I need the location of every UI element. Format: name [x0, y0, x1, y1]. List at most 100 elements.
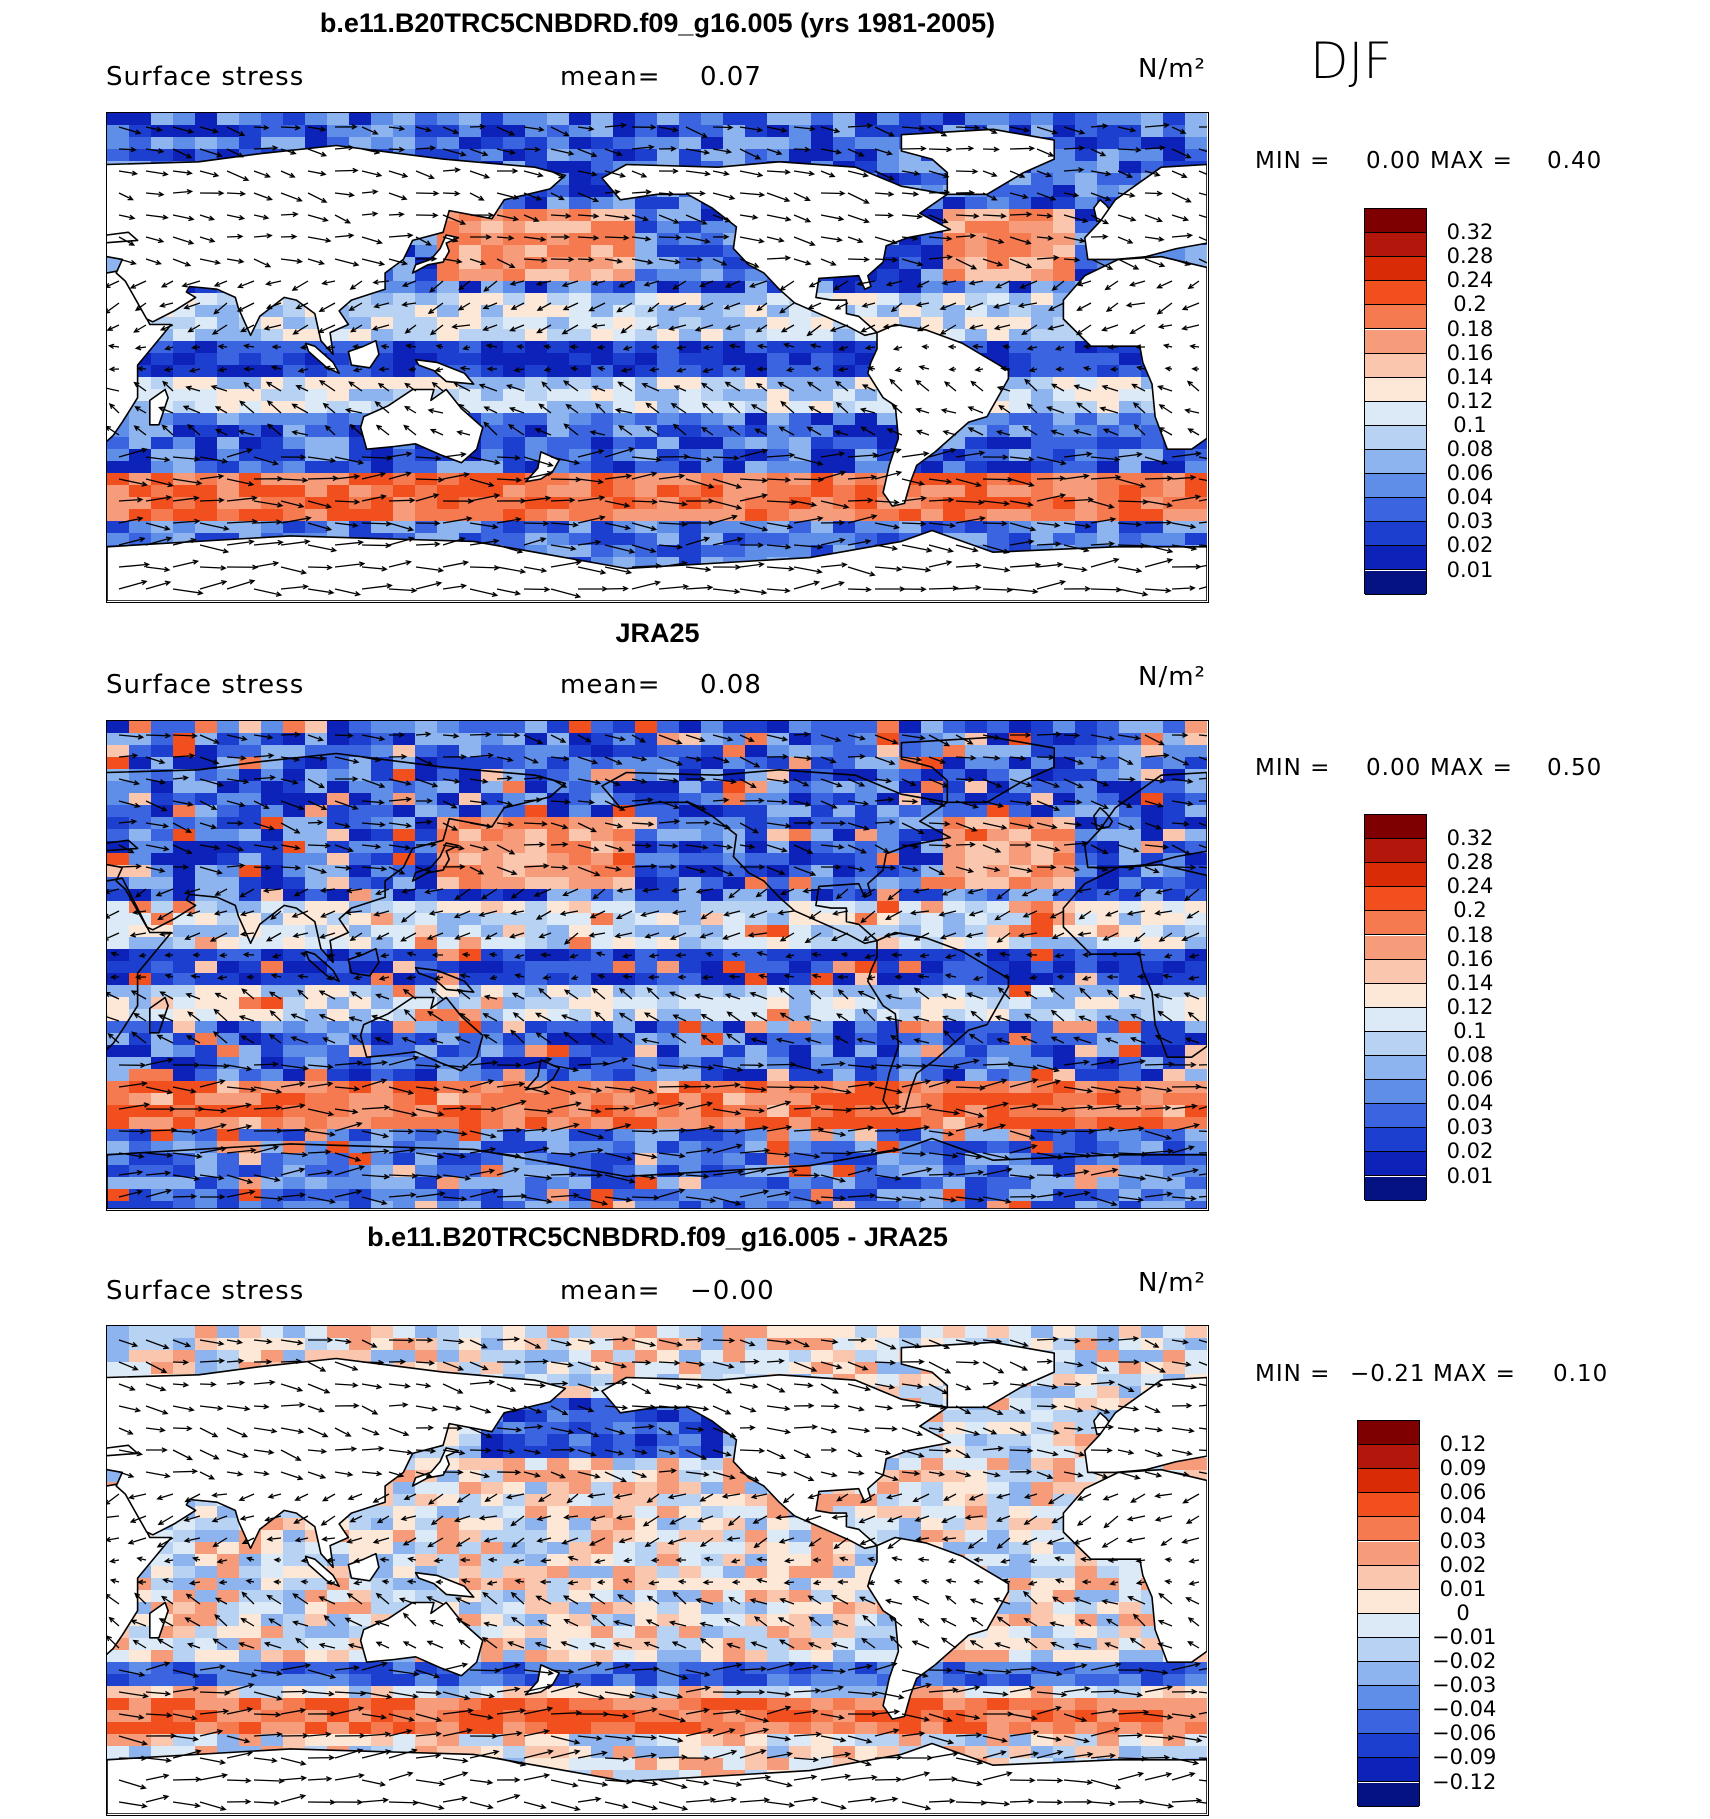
- panel-3-title: b.e11.B20TRC5CNBDRD.f09_g16.005 - JRA25: [367, 1222, 948, 1252]
- stress-field: [107, 721, 1207, 1209]
- panel-2-map: [106, 720, 1209, 1211]
- panel-3-units: N/m²: [1138, 1268, 1206, 1298]
- panel-1-min-value: 0.00: [1366, 148, 1422, 174]
- colorbar-swatch: [1365, 450, 1426, 475]
- colorbar-label: 0.12: [1439, 1432, 1487, 1457]
- map-layers: [107, 721, 1207, 1209]
- colorbar-swatch: [1365, 887, 1426, 912]
- colorbar-label: 0.28: [1446, 244, 1494, 269]
- continent-japan: [411, 234, 460, 274]
- continent-europe2: [1084, 1376, 1207, 1474]
- panel-2-min-label: MIN =: [1255, 755, 1331, 781]
- colorbar-swatch: [1365, 353, 1426, 378]
- stress-vectors: [107, 731, 1207, 1207]
- colorbar-label: 0.04: [1446, 485, 1494, 510]
- panel-3-variable: Surface stress: [106, 1276, 305, 1306]
- continent-africa: [107, 877, 172, 1051]
- map-canvas: [107, 1326, 1207, 1814]
- panel-1-title: b.e11.B20TRC5CNBDRD.f09_g16.005 (yrs 198…: [319, 8, 996, 38]
- colorbar-swatch: [1365, 935, 1426, 960]
- continent-africa2: [1062, 255, 1207, 450]
- colorbar-swatch: [1358, 1613, 1419, 1638]
- colorbar-swatch: [1365, 305, 1426, 330]
- continent-nz: [524, 1059, 560, 1091]
- colorbar-swatch: [1365, 959, 1426, 984]
- colorbar-swatch: [1365, 1128, 1426, 1153]
- colorbar-swatch: [1365, 377, 1426, 402]
- colorbar-swatch: [1365, 401, 1426, 426]
- map-canvas: [107, 113, 1207, 601]
- colorbar-swatch: [1358, 1734, 1419, 1759]
- continent-australia: [359, 1601, 484, 1677]
- colorbar-swatch: [1365, 839, 1426, 864]
- continent-madagascar: [149, 1601, 169, 1639]
- continent-australia: [359, 388, 484, 464]
- map-layers: [107, 113, 1207, 601]
- colorbar-label: 0.06: [1446, 1067, 1494, 1092]
- continent-sumatra: [304, 1555, 340, 1588]
- colorbar-swatch: [1358, 1493, 1419, 1518]
- continents: [107, 1341, 1207, 1814]
- colorbar-label: 0.01: [1439, 1576, 1487, 1601]
- continents: [107, 128, 1207, 601]
- colorbar-label: 0.24: [1446, 874, 1494, 899]
- continent-ng: [414, 1571, 475, 1598]
- continent-madagascar: [149, 996, 169, 1034]
- continent-eurasia: [107, 144, 567, 356]
- stress-vectors: [107, 1335, 1207, 1812]
- colorbar-swatches: [1364, 814, 1427, 1201]
- colorbar-swatch: [1365, 474, 1426, 499]
- colorbar-swatch: [1358, 1710, 1419, 1735]
- continent-eurasia: [107, 752, 567, 964]
- colorbar-swatch: [1365, 1007, 1426, 1032]
- colorbar-label: 0.16: [1446, 340, 1494, 365]
- colorbar-swatch: [1365, 522, 1426, 547]
- colorbar-label: 0.03: [1439, 1528, 1487, 1553]
- colorbar-label: 0.14: [1446, 970, 1494, 995]
- colorbar-swatch: [1365, 570, 1426, 595]
- stress-vectors: [107, 122, 1207, 599]
- colorbar-label: 0.01: [1446, 557, 1494, 582]
- colorbar-label: 0.1: [1453, 1018, 1487, 1043]
- panel-2-max-label: MAX =: [1430, 755, 1513, 781]
- colorbar-label: 0.02: [1439, 1552, 1487, 1577]
- continent-australia: [359, 996, 484, 1072]
- continent-japan: [411, 842, 460, 882]
- colorbar-label: 0.1: [1453, 412, 1487, 437]
- colorbar-swatch: [1365, 911, 1426, 936]
- colorbar-label: 0.04: [1439, 1504, 1487, 1529]
- colorbar-label: 0.06: [1439, 1480, 1487, 1505]
- colorbar-label: 0.24: [1446, 268, 1494, 293]
- colorbar-swatch: [1358, 1589, 1419, 1614]
- colorbar-swatch: [1365, 1104, 1426, 1129]
- panel-1-mean-label: mean=: [560, 62, 661, 92]
- colorbar-label: 0.2: [1453, 292, 1487, 317]
- colorbar-label: 0.03: [1446, 1115, 1494, 1140]
- panel-2-mean-label: mean=: [560, 670, 661, 700]
- colorbar-label: 0.09: [1439, 1456, 1487, 1481]
- colorbar-swatch: [1365, 425, 1426, 450]
- continent-eurasia: [107, 1357, 567, 1569]
- colorbar-swatch: [1365, 983, 1426, 1008]
- colorbar-swatch: [1365, 209, 1426, 234]
- panel-3-max-label: MAX =: [1433, 1361, 1516, 1387]
- colorbar-swatch: [1365, 498, 1426, 523]
- colorbar-swatch: [1358, 1686, 1419, 1711]
- colorbar-label: −0.04: [1432, 1697, 1497, 1722]
- colorbar-label: 0.08: [1446, 437, 1494, 461]
- panel-2-variable: Surface stress: [106, 670, 305, 700]
- panel-3-min-label: MIN =: [1255, 1361, 1331, 1387]
- colorbar-swatch: [1365, 233, 1426, 258]
- continent-antarctic: [107, 1742, 1207, 1814]
- colorbar-label: 0.02: [1446, 1139, 1494, 1164]
- colorbar-label: 0.32: [1446, 826, 1494, 851]
- panel-1-units: N/m²: [1138, 54, 1206, 84]
- colorbar-swatch: [1358, 1541, 1419, 1566]
- continent-africa: [107, 269, 172, 443]
- colorbar-label: 0.06: [1446, 461, 1494, 486]
- panel-2-units: N/m²: [1138, 662, 1206, 692]
- colorbar-label: 0: [1456, 1600, 1470, 1625]
- colorbar-swatch: [1365, 257, 1426, 282]
- colorbar-swatch: [1358, 1469, 1419, 1494]
- season-label: DJF: [1310, 32, 1393, 90]
